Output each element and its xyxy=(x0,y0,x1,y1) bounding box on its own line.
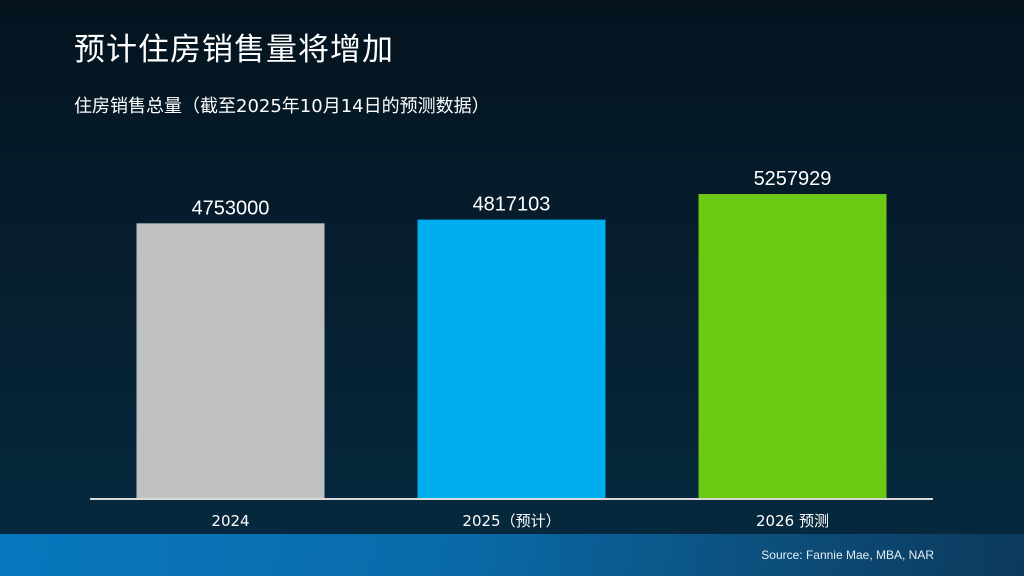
source-note: Source: Fannie Mae, MBA, NAR xyxy=(761,548,934,562)
data-label: 5257929 xyxy=(754,168,832,190)
slide-title: 预计住房销售量将增加 xyxy=(74,32,394,68)
x-tick-label: 2026 预测 xyxy=(756,512,829,530)
x-tick-label: 2025（预计） xyxy=(462,512,560,530)
bar-2024 xyxy=(136,223,325,500)
data-label: 4817103 xyxy=(473,194,551,216)
bar-chart: 4753000 2024 4817103 2025（预计） 5257929 2026 预测 xyxy=(90,168,933,530)
bar-2026 xyxy=(698,194,887,500)
data-label: 4753000 xyxy=(192,197,270,219)
footer-band: Source: Fannie Mae, MBA, NAR xyxy=(0,534,1024,576)
x-tick-label: 2024 xyxy=(211,512,249,530)
bar-2025 xyxy=(417,219,606,499)
chart-subtitle: 住房销售总量（截至2025年10月14日的预测数据） xyxy=(74,96,490,117)
